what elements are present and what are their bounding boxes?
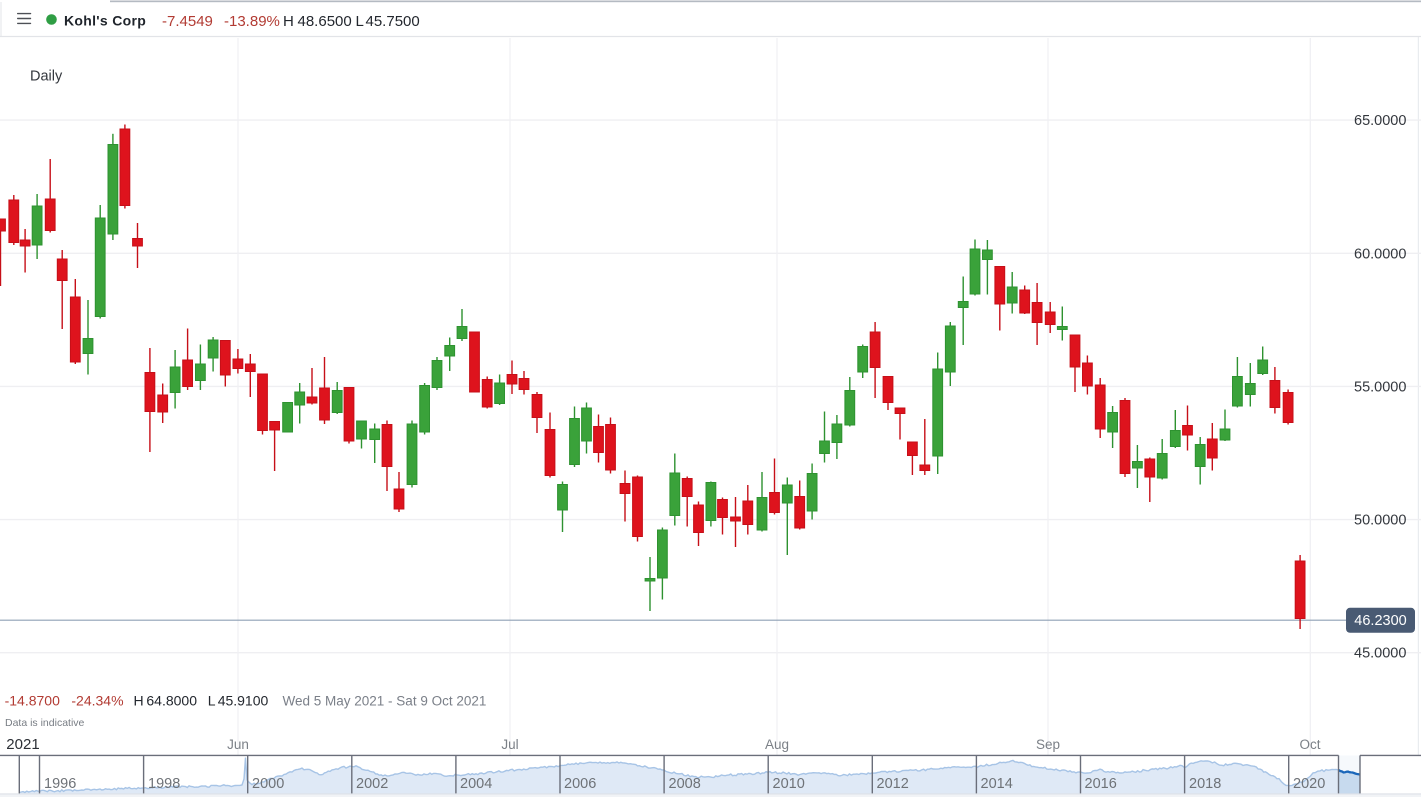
svg-text:1998: 1998 (148, 776, 180, 792)
svg-text:Sep: Sep (1036, 737, 1060, 752)
svg-text:Oct: Oct (1299, 737, 1320, 752)
svg-text:-7.4549: -7.4549 (162, 13, 213, 30)
svg-text:1996: 1996 (44, 776, 76, 792)
svg-text:Wed 5 May 2021 - Sat 9 Oct 202: Wed 5 May 2021 - Sat 9 Oct 2021 (283, 694, 487, 709)
svg-text:L: L (208, 693, 216, 709)
svg-text:2020: 2020 (1293, 776, 1325, 792)
svg-text:Aug: Aug (765, 737, 789, 752)
svg-text:2006: 2006 (564, 776, 596, 792)
svg-text:45.0000: 45.0000 (1354, 646, 1406, 662)
svg-text:H: H (283, 13, 294, 30)
svg-text:-24.34%: -24.34% (71, 693, 123, 709)
svg-text:2002: 2002 (356, 776, 388, 792)
svg-text:55.0000: 55.0000 (1354, 379, 1406, 395)
svg-text:46.2300: 46.2300 (1354, 613, 1406, 629)
svg-text:2010: 2010 (773, 776, 805, 792)
svg-text:60.0000: 60.0000 (1354, 246, 1406, 262)
svg-text:H: H (134, 693, 144, 709)
svg-text:2000: 2000 (252, 776, 284, 792)
svg-text:45.7500: 45.7500 (366, 13, 420, 30)
svg-text:2012: 2012 (877, 776, 909, 792)
svg-text:2008: 2008 (669, 776, 701, 792)
svg-text:64.8000: 64.8000 (146, 693, 197, 709)
svg-text:Jun: Jun (227, 737, 249, 752)
svg-text:-13.89%: -13.89% (224, 13, 280, 30)
svg-text:2021: 2021 (6, 736, 39, 753)
svg-text:Data is indicative: Data is indicative (5, 717, 85, 729)
svg-text:50.0000: 50.0000 (1354, 513, 1406, 529)
svg-text:Jul: Jul (501, 737, 518, 752)
svg-text:2018: 2018 (1189, 776, 1221, 792)
svg-text:48.6500: 48.6500 (298, 13, 352, 30)
svg-text:L: L (356, 13, 364, 30)
svg-text:Daily: Daily (30, 69, 63, 85)
svg-text:-14.8700: -14.8700 (5, 693, 60, 709)
svg-text:2004: 2004 (460, 776, 492, 792)
svg-text:Kohl's Corp: Kohl's Corp (64, 12, 146, 28)
svg-text:2016: 2016 (1085, 776, 1117, 792)
svg-text:45.9100: 45.9100 (218, 693, 269, 709)
svg-text:65.0000: 65.0000 (1354, 113, 1406, 129)
svg-text:2014: 2014 (981, 776, 1013, 792)
